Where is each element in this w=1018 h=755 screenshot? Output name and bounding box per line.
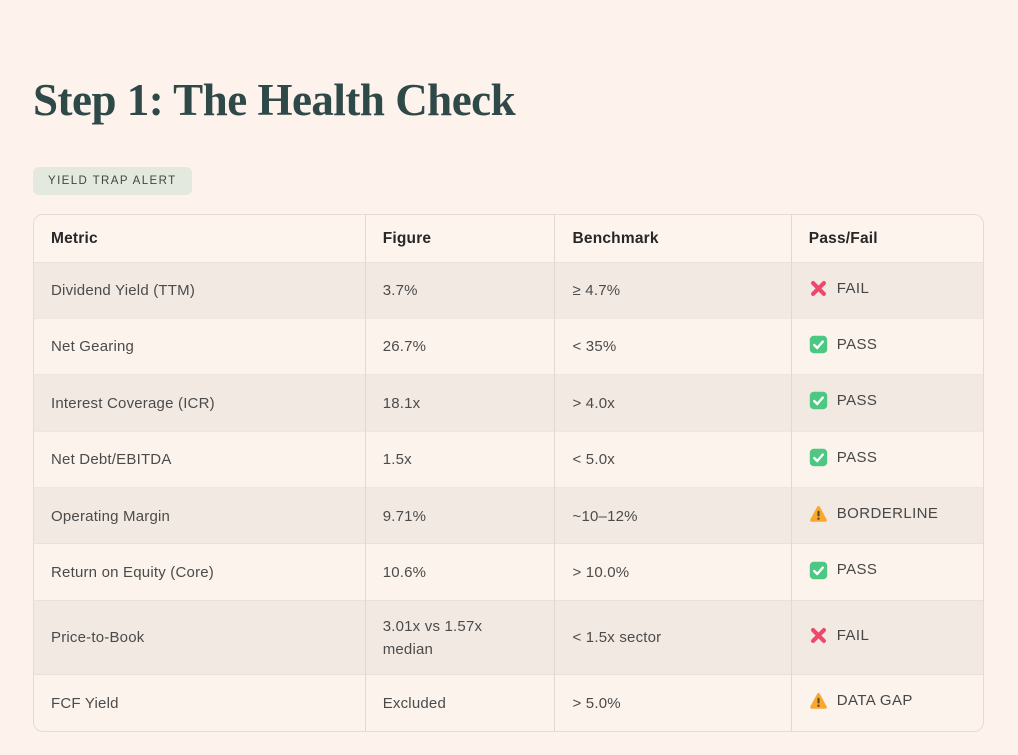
table-row: Dividend Yield (TTM) 3.7% ≥ 4.7% FAIL [34, 261, 983, 319]
check-icon [809, 335, 828, 354]
benchmark-cell: ≥ 4.7% [554, 261, 792, 319]
status-cell: PASS [790, 543, 983, 601]
table-row: Return on Equity (Core) 10.6% > 10.0% PA… [34, 543, 983, 601]
column-header-passfail: Pass/Fail [790, 214, 983, 262]
metric-cell: Operating Margin [34, 486, 366, 544]
figure-cell: Excluded [364, 674, 555, 731]
benchmark-cell: > 5.0% [554, 674, 792, 731]
metric-cell: Net Debt/EBITDA [34, 430, 366, 488]
check-icon [809, 448, 828, 467]
metric-cell: Return on Equity (Core) [34, 543, 366, 601]
cross-icon [809, 626, 828, 645]
metric-cell: Price-to-Book [34, 599, 366, 675]
status-badge: PASS [809, 333, 878, 356]
status-badge: PASS [809, 446, 878, 469]
table-row: Operating Margin 9.71% ~10–12% BORDERLIN… [34, 486, 983, 544]
benchmark-cell: < 1.5x sector [554, 599, 792, 675]
benchmark-cell: ~10–12% [554, 486, 792, 544]
status-cell: PASS [790, 374, 983, 432]
table-row: FCF Yield Excluded > 5.0% DATA GAP [34, 674, 983, 731]
status-cell: PASS [790, 430, 983, 488]
table-body: Dividend Yield (TTM) 3.7% ≥ 4.7% FAIL Ne… [34, 261, 983, 731]
status-badge: BORDERLINE [809, 502, 939, 525]
page: Step 1: The Health Check YIELD TRAP ALER… [33, 75, 984, 732]
status-cell: FAIL [790, 599, 983, 675]
check-icon [809, 391, 828, 410]
column-header-metric: Metric [34, 214, 366, 262]
benchmark-cell: > 4.0x [554, 374, 792, 432]
table-row: Interest Coverage (ICR) 18.1x > 4.0x PAS… [34, 374, 983, 432]
page-title: Step 1: The Health Check [33, 75, 516, 125]
metric-cell: Interest Coverage (ICR) [34, 374, 366, 432]
table-row: Price-to-Book 3.01x vs 1.57x median < 1.… [34, 599, 983, 675]
figure-cell: 26.7% [364, 317, 555, 375]
column-header-figure: Figure [364, 214, 555, 262]
metric-cell: Net Gearing [34, 317, 366, 375]
benchmark-cell: < 5.0x [554, 430, 792, 488]
figure-cell: 9.71% [364, 486, 555, 544]
figure-cell: 10.6% [364, 543, 555, 601]
metric-cell: Dividend Yield (TTM) [34, 261, 366, 319]
metric-cell: FCF Yield [34, 674, 366, 731]
benchmark-cell: < 35% [554, 317, 792, 375]
warning-icon [809, 691, 828, 710]
status-badge: FAIL [809, 624, 869, 647]
table-row: Net Debt/EBITDA 1.5x < 5.0x PASS [34, 430, 983, 488]
status-cell: DATA GAP [790, 674, 983, 731]
status-badge: PASS [809, 558, 878, 581]
column-header-benchmark: Benchmark [554, 214, 792, 262]
cross-icon [809, 279, 828, 298]
status-cell: PASS [790, 317, 983, 375]
yield-trap-alert-badge: YIELD TRAP ALERT [33, 166, 192, 195]
status-cell: BORDERLINE [790, 486, 983, 544]
health-check-table: Metric Figure Benchmark Pass/Fail Divide… [33, 213, 984, 732]
status-cell: FAIL [790, 261, 983, 319]
figure-cell: 18.1x [364, 374, 555, 432]
figure-cell: 3.7% [364, 261, 555, 319]
check-icon [809, 561, 828, 580]
figure-cell: 1.5x [364, 430, 555, 488]
table-row: Net Gearing 26.7% < 35% PASS [34, 317, 983, 375]
benchmark-cell: > 10.0% [554, 543, 792, 601]
status-badge: DATA GAP [809, 689, 913, 712]
status-badge: PASS [809, 389, 878, 412]
warning-icon [809, 504, 828, 523]
figure-cell: 3.01x vs 1.57x median [364, 599, 555, 675]
status-badge: FAIL [809, 277, 869, 300]
table-header: Metric Figure Benchmark Pass/Fail [34, 214, 983, 262]
